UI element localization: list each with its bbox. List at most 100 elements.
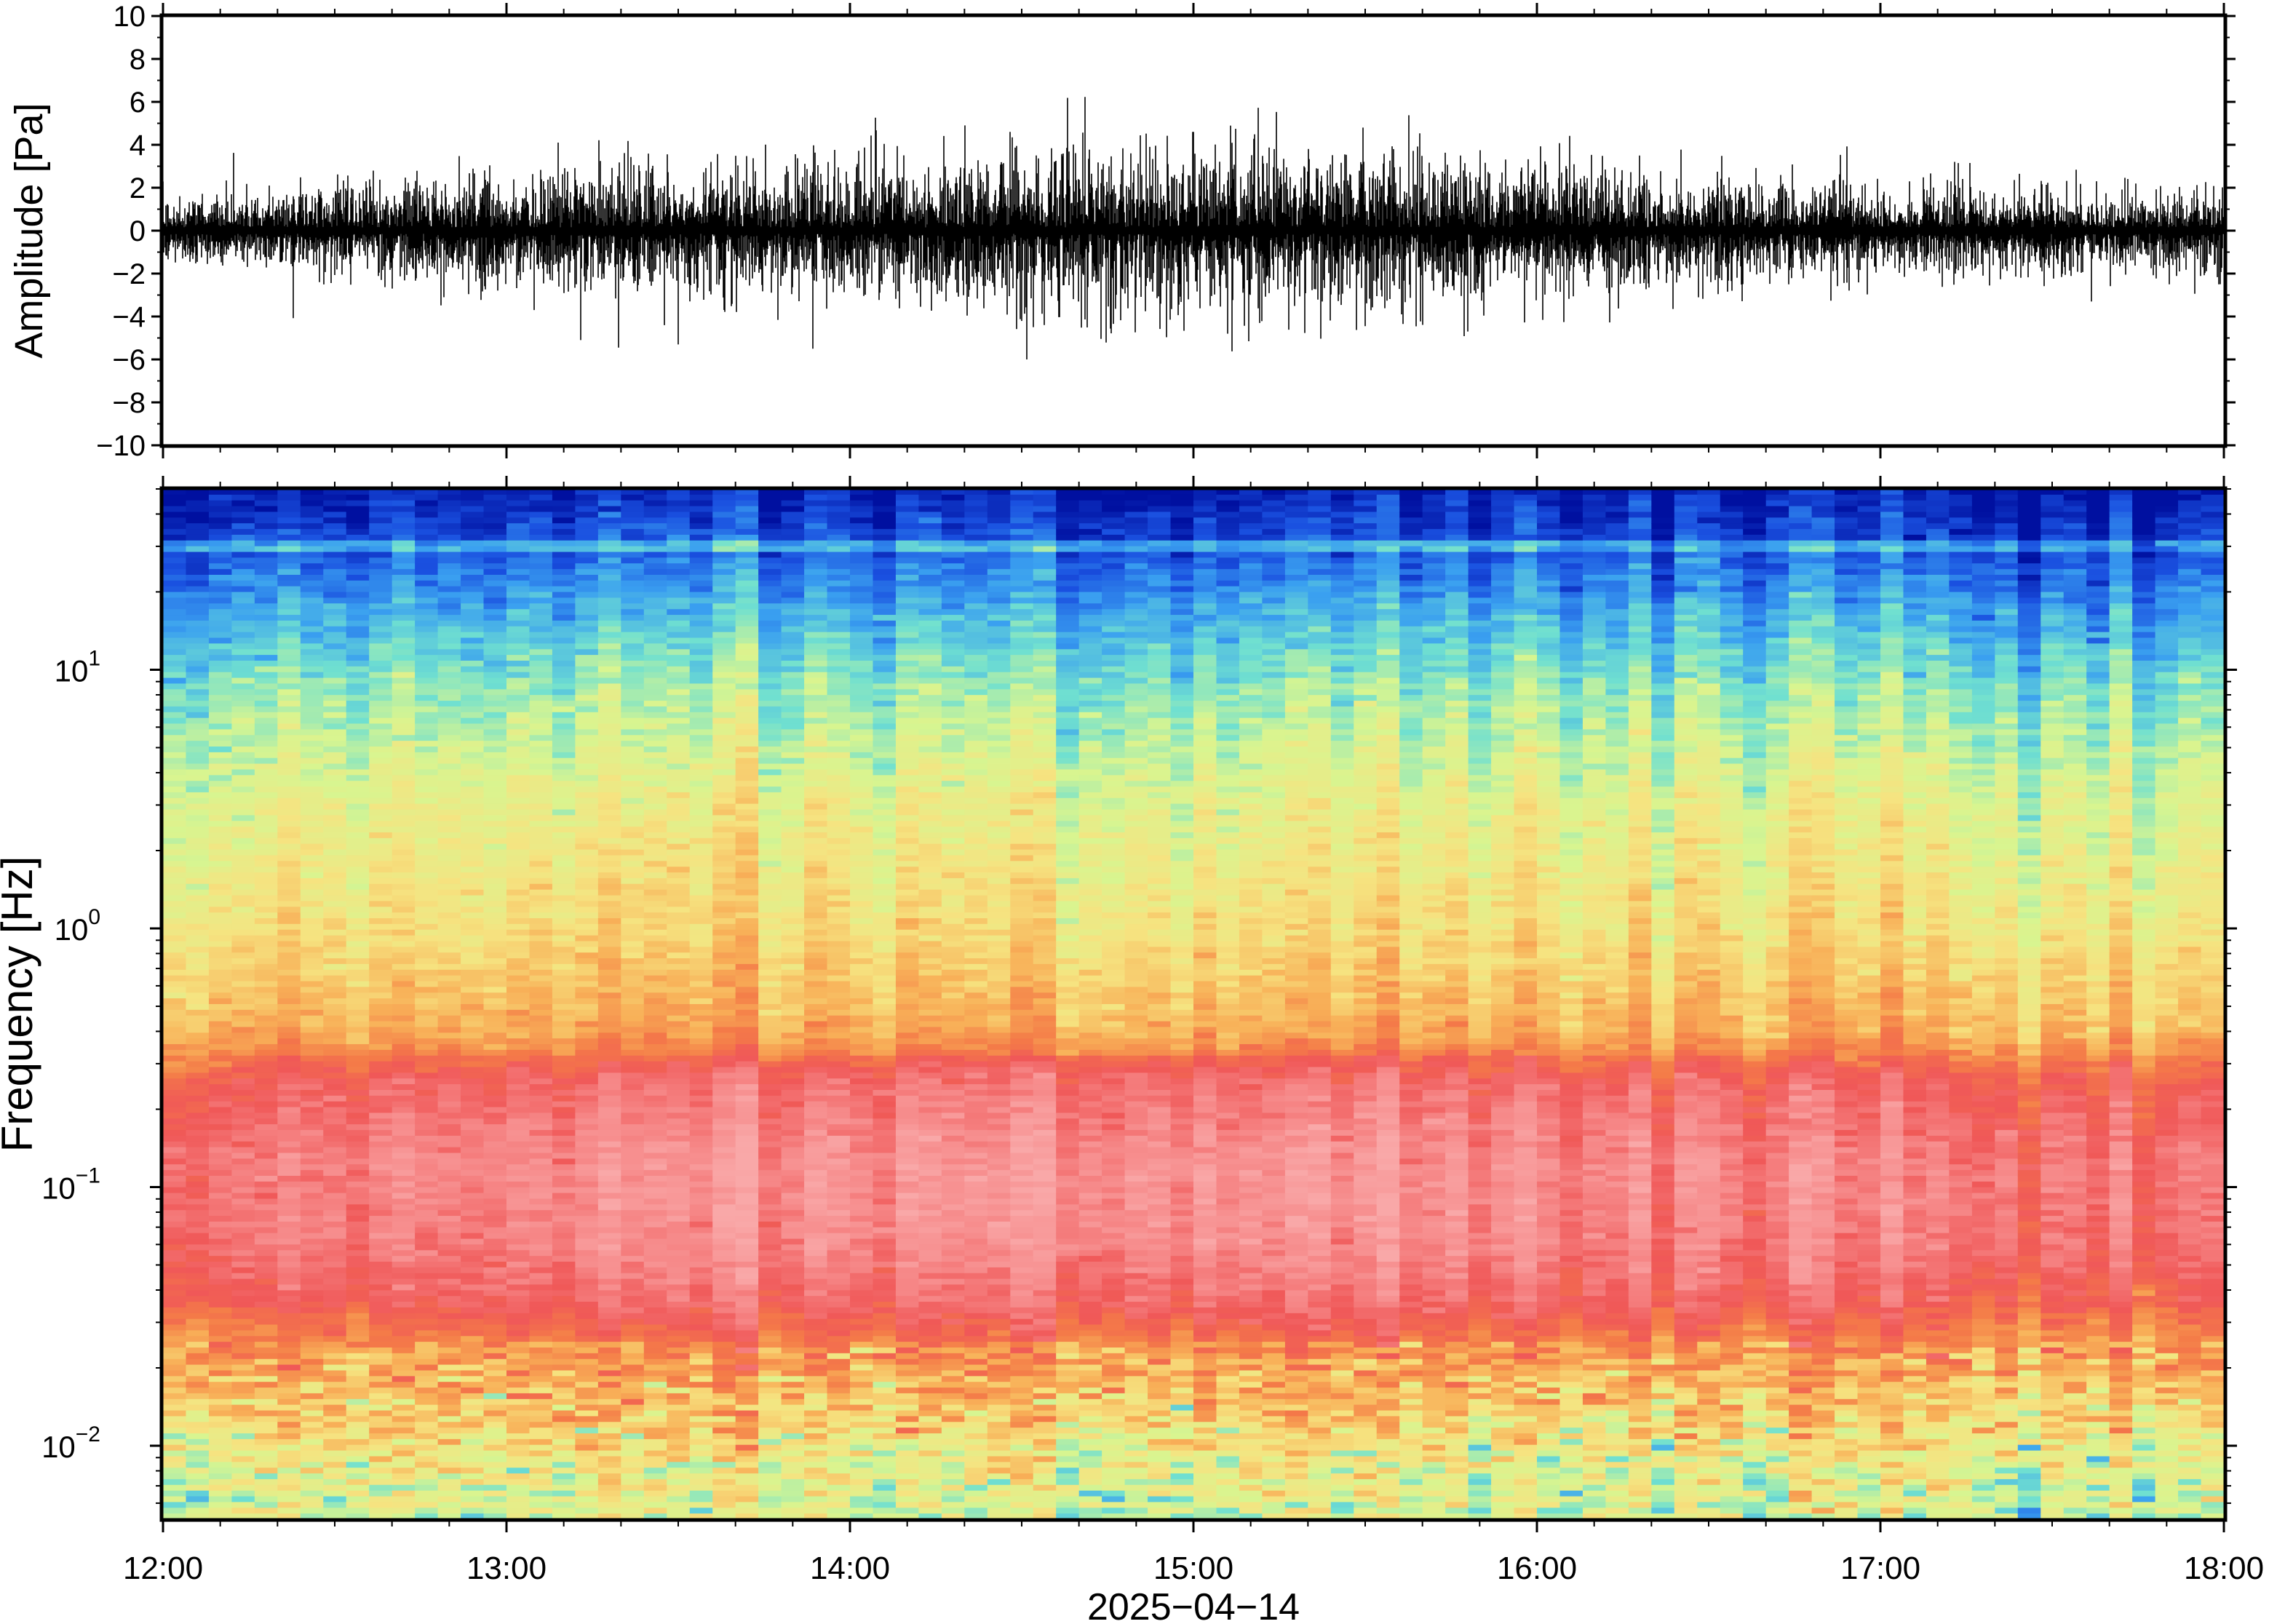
spectrogram-cell [231,1027,255,1033]
spectrogram-cell [597,1221,621,1228]
spectrogram-cell [758,1021,782,1028]
spectrogram-cell [621,1513,645,1519]
spectrogram-cell [483,575,507,581]
spectrogram-cell [597,592,621,599]
spectrogram-cell [712,586,736,593]
spectrogram-cell [461,592,485,599]
spectrogram-cell [163,747,187,753]
spectrogram-cell [575,672,599,679]
spectrogram-cell [437,552,461,558]
spectrogram-cell [621,1422,645,1428]
spectrogram-cell [529,1124,553,1131]
spectrogram-cell [621,1364,645,1372]
spectrogram-cell [186,529,210,536]
spectrogram-cell [437,500,461,507]
spectrogram-cell [163,575,187,581]
spectrogram-cell [621,701,645,707]
spectrogram-cell [689,1067,713,1073]
spectrogram-cell [186,1135,210,1142]
spectrogram-cell [346,1032,370,1039]
spectrogram-cell [461,723,485,730]
spectrogram-cell [483,895,507,901]
spectrogram-cell [483,792,507,799]
spectrogram-cell [758,1376,782,1382]
spectrogram-cell [392,1364,416,1372]
spectrogram-cell [461,757,485,765]
spectrogram-cell [186,901,210,907]
spectrogram-cell [712,1370,736,1377]
spectrogram-cell [277,1422,301,1428]
spectrogram-cell [621,1124,645,1131]
spectrogram-cell [437,1095,461,1102]
spectrogram-cell [506,1049,531,1056]
spectrogram-cell [552,1027,576,1033]
spectrogram-cell [231,529,255,536]
spectrogram-cell [689,723,713,730]
spectrogram-cell [300,712,324,719]
spectrogram-cell [163,1284,187,1291]
spectrogram-cell [552,1382,576,1388]
spectrogram-cell [506,1135,531,1142]
spectrogram-cell [369,609,393,616]
spectrogram-cell [300,1376,324,1382]
spectrogram-cell [758,1210,782,1217]
spectrogram-cell [277,1404,301,1412]
spectrogram-cell [689,1433,713,1440]
spectrogram-cell [437,1072,461,1079]
spectrogram-cell [552,655,576,661]
spectrogram-cell [186,741,210,747]
spectrogram-cell [323,1490,347,1497]
spectrogram-cell [667,626,691,633]
spectrogram-cell [254,712,278,719]
spectrogram-cell [300,1164,324,1171]
spectrogram-cell [461,580,485,587]
spectrogram-cell [208,1508,232,1514]
spectrogram-cell [689,815,713,821]
spectrogram-cell [758,677,782,685]
spectrogram-cell [437,729,461,736]
spectrogram-cell [689,1153,713,1159]
spectrogram-cell [643,1302,667,1308]
spectrogram-cell [667,586,691,593]
spectrogram-cell [506,529,531,536]
spectrogram-cell [735,1462,759,1468]
spectrogram-cell [369,1078,393,1085]
spectrogram-cell [735,752,759,759]
spectrogram-cell [437,963,461,971]
spectrogram-cell [529,1004,553,1011]
spectrogram-cell [506,1124,531,1131]
spectrogram-cell [346,677,370,685]
spectrogram-cell [415,1090,439,1096]
spectrogram-cell [621,849,645,856]
spectrogram-cell [667,1244,691,1251]
spectrogram-cell [529,787,553,793]
spectrogram-cell [461,1221,485,1228]
spectrogram-cell [483,643,507,650]
spectrogram-cell [758,1095,782,1102]
spectrogram-cell [231,723,255,730]
spectrogram-cell [621,867,645,873]
spectrogram-cell [208,597,232,604]
spectrogram-cell [277,947,301,953]
spectrogram-cell [277,1313,301,1320]
spectrogram-cell [597,803,621,811]
spectrogram-cell [643,1107,667,1114]
spectrogram-cell [392,512,416,518]
spectrogram-cell [323,523,347,530]
spectrogram-cell [735,563,759,570]
waveform-y-tick-label: 4 [130,130,146,162]
spectrogram-cell [667,1164,691,1171]
spectrogram-cell [437,1227,461,1234]
waveform-y-tick-label: 2 [130,172,146,204]
spectrogram-cell [643,1164,667,1171]
spectrogram-cell [667,1398,691,1406]
spectrogram-cell [392,1324,416,1331]
spectrogram-cell [667,1370,691,1377]
spectrogram-cell [735,861,759,867]
spectrogram-cell [415,563,439,570]
spectrogram-cell [597,1141,621,1148]
spectrogram-cell [277,1433,301,1440]
spectrogram-cell [437,557,461,564]
spectrogram-cell [323,575,347,581]
spectrogram-cell [346,1238,370,1245]
